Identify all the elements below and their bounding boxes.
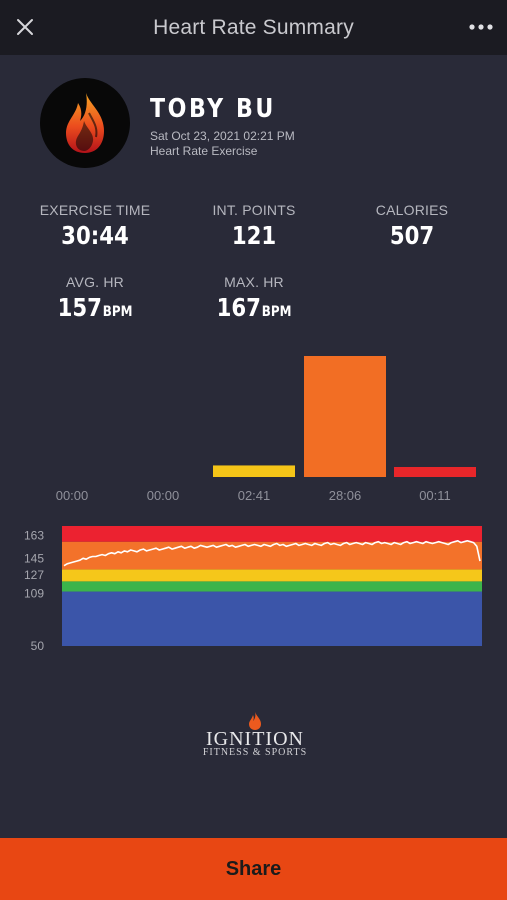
hr-axis-label: 145 [24, 551, 44, 565]
hr-axis-label: 50 [31, 639, 45, 653]
zone-time-label: 00:00 [147, 488, 180, 503]
zone-time-chart-svg: 00:00 00:00 02:41 28:06 00:11 [56, 356, 476, 503]
stat-unit: BPM [102, 304, 133, 320]
hr-zone-band [62, 591, 482, 646]
heart-rate-chart: 163 145 127 109 50 [0, 520, 507, 660]
hr-line [63, 539, 481, 567]
stat-avg-hr: AVG. HR 157BPM [15, 274, 175, 322]
zone-time-label: 00:11 [419, 488, 451, 503]
header-bar: Heart Rate Summary [0, 0, 507, 55]
stat-value: 30:44 [61, 221, 129, 250]
more-button[interactable] [461, 10, 501, 44]
workout-type: Heart Rate Exercise [150, 144, 258, 158]
zone-time-chart: 00:00 00:00 02:41 28:06 00:11 [0, 340, 507, 510]
share-button[interactable]: Share [0, 838, 507, 900]
stat-label: EXERCISE TIME [39, 202, 151, 218]
zone-bar [394, 467, 476, 477]
flame-icon [249, 712, 261, 730]
zone-time-label: 00:00 [56, 488, 89, 503]
close-icon [17, 19, 33, 35]
stat-label: CALORIES [375, 202, 449, 218]
share-label: Share [225, 857, 282, 880]
zone-time-label: 02:41 [238, 488, 271, 503]
ignition-logo: IGNITION FITNESS & SPORTS [200, 712, 310, 762]
stat-max-hr: MAX. HR 167BPM [174, 274, 334, 322]
stat-value: 507 [389, 221, 435, 250]
flame-icon [66, 93, 104, 153]
stat-label: MAX. HR [224, 274, 284, 290]
zone-bar [213, 465, 295, 477]
stat-label: AVG. HR [66, 274, 124, 290]
stat-exercise-time: EXERCISE TIME 30:44 [15, 202, 175, 250]
more-icon [469, 24, 493, 30]
hr-zone-band [62, 526, 482, 542]
page-title: Heart Rate Summary [153, 15, 354, 39]
logo-tagline: FITNESS & SPORTS [202, 747, 308, 758]
workout-datetime: Sat Oct 23, 2021 02:21 PM [150, 129, 295, 143]
logo-brand: IGNITION [206, 728, 304, 750]
hr-zone-band [62, 581, 482, 592]
stat-value: 167BPM [186, 293, 322, 322]
hr-axis-label: 127 [24, 568, 44, 582]
close-button[interactable] [8, 10, 42, 44]
stat-int-points: INT. POINTS 121 [174, 202, 334, 250]
hr-zone-band [62, 569, 482, 582]
zone-time-label: 28:06 [329, 488, 362, 503]
hr-axis-label: 163 [24, 529, 44, 543]
stat-value: 157BPM [27, 293, 163, 322]
heart-rate-chart-svg: 163 145 127 109 50 [24, 526, 482, 653]
stat-label: INT. POINTS [212, 202, 296, 218]
avatar [40, 78, 130, 168]
stat-unit: BPM [261, 304, 292, 320]
stat-number: 167 [216, 293, 261, 322]
hr-axis-label: 109 [24, 587, 44, 601]
profile-card: TOBY BU Sat Oct 23, 2021 02:21 PM Heart … [40, 78, 298, 168]
stat-value: 121 [231, 221, 277, 250]
stat-calories: CALORIES 507 [332, 202, 492, 250]
zone-bar [304, 356, 386, 477]
user-name: TOBY BU [150, 94, 276, 124]
stat-number: 157 [57, 293, 102, 322]
